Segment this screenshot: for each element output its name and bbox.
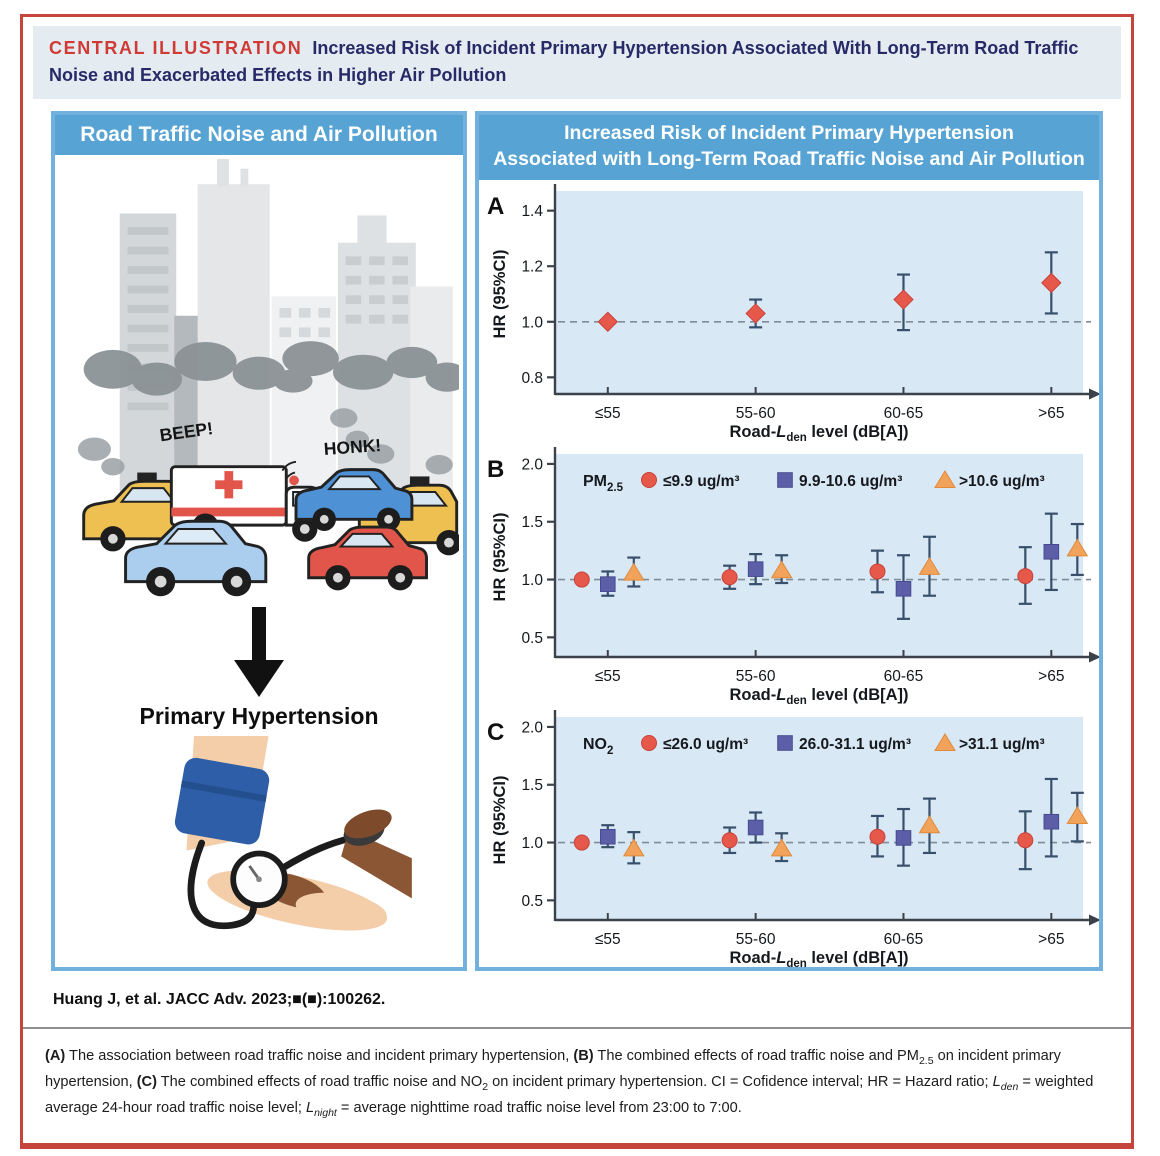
svg-text:1.5: 1.5 <box>521 514 543 531</box>
svg-text:0.5: 0.5 <box>521 629 543 646</box>
lightblue-car <box>124 519 268 597</box>
svg-text:55-60: 55-60 <box>736 668 776 685</box>
chart-B-svg: 0.5 1.0 1.5 2.0 ≤55 55-60 60-65 >65 Road-Lden le… <box>487 435 1099 707</box>
city-skyline <box>119 158 453 506</box>
results-title-line1: Increased Risk of Incident Primary Hyper… <box>564 122 1014 144</box>
svg-text:>10.6 ug/m³: >10.6 ug/m³ <box>959 473 1045 490</box>
y-axis-label: HR (95%CI) <box>491 249 509 338</box>
series-HR <box>597 250 1062 332</box>
svg-text:>65: >65 <box>1038 931 1064 948</box>
blue-car <box>294 468 414 531</box>
city-traffic-illustration: BEEP! HONK! <box>77 158 459 597</box>
figure-title: Increased Risk of Incident Primary Hyper… <box>49 38 1079 85</box>
chart-B: 0.5 1.0 1.5 2.0 ≤55 55-60 60-65 >65 Road-Lden le… <box>483 435 1099 710</box>
svg-text:55-60: 55-60 <box>736 931 776 948</box>
svg-text:≤9.9 ug/m³: ≤9.9 ug/m³ <box>663 473 740 490</box>
y-axis-label: HR (95%CI) <box>491 775 509 864</box>
svg-text:≤26.0 ug/m³: ≤26.0 ug/m³ <box>663 736 748 753</box>
exposure-panel-title: Road Traffic Noise and Air Pollution <box>55 115 463 155</box>
svg-text:>65: >65 <box>1038 668 1064 685</box>
svg-text:≤55: ≤55 <box>595 668 621 685</box>
svg-text:PM2.5: PM2.5 <box>583 473 624 494</box>
smog-clouds <box>83 341 459 396</box>
outcome-label: Primary Hypertension <box>139 703 379 729</box>
svg-text:55-60: 55-60 <box>736 405 776 422</box>
figure-caption: (A) The association between road traffic… <box>23 1027 1131 1143</box>
svg-text:>31.1 ug/m³: >31.1 ug/m³ <box>959 736 1045 753</box>
x-axis-label: Road-Lden level (dB[A]) <box>729 423 908 442</box>
svg-text:60-65: 60-65 <box>884 668 924 685</box>
charts-container: 0.8 1.0 1.2 1.4 ≤55 55-60 60-65 >65 Road-Lden le… <box>479 172 1099 967</box>
exposure-panel-body: BEEP! HONK! <box>55 155 463 950</box>
svg-text:60-65: 60-65 <box>884 405 924 422</box>
panel-letter-C: C <box>487 719 504 746</box>
series->31.1 ug/m³ <box>622 791 1089 865</box>
series-≤9.9 ug/m³ <box>573 545 1034 605</box>
chart-C: 0.5 1.0 1.5 2.0 ≤55 55-60 60-65 >65 Road-Lden le… <box>483 698 1099 967</box>
series-9.9-10.6 ug/m³ <box>600 512 1060 620</box>
svg-text:1.0: 1.0 <box>521 835 543 852</box>
central-illustration-label: CENTRAL ILLUSTRATION <box>49 38 303 58</box>
svg-text:1.0: 1.0 <box>521 314 543 331</box>
svg-text:>65: >65 <box>1038 405 1064 422</box>
x-axis-label: Road-Lden level (dB[A]) <box>729 949 908 970</box>
figure-panels: Road Traffic Noise and Air Pollution <box>51 111 1103 971</box>
svg-text:1.2: 1.2 <box>521 258 543 275</box>
svg-text:1.5: 1.5 <box>521 777 543 794</box>
svg-text:26.0-31.1 ug/m³: 26.0-31.1 ug/m³ <box>799 736 911 753</box>
svg-text:0.5: 0.5 <box>521 892 543 909</box>
figure-header: CENTRAL ILLUSTRATION Increased Risk of In… <box>33 26 1121 99</box>
results-panel: Increased Risk of Incident Primary Hyper… <box>475 111 1103 971</box>
svg-text:0.8: 0.8 <box>521 369 543 386</box>
central-illustration-figure: CENTRAL ILLUSTRATION Increased Risk of In… <box>20 14 1134 1149</box>
chart-A-svg: 0.8 1.0 1.2 1.4 ≤55 55-60 60-65 >65 Road-Lden le… <box>487 172 1099 444</box>
panel-letter-B: B <box>487 456 504 483</box>
svg-text:2.0: 2.0 <box>521 456 543 473</box>
y-axis-label: HR (95%CI) <box>491 512 509 601</box>
chart-C-svg: 0.5 1.0 1.5 2.0 ≤55 55-60 60-65 >65 Road-Lden le… <box>487 698 1099 970</box>
svg-text:1.4: 1.4 <box>521 203 543 220</box>
svg-text:≤55: ≤55 <box>595 931 621 948</box>
svg-text:≤55: ≤55 <box>595 405 621 422</box>
chart-A: 0.8 1.0 1.2 1.4 ≤55 55-60 60-65 >65 Road-Lden le… <box>483 172 1099 447</box>
series->10.6 ug/m³ <box>622 522 1089 597</box>
svg-text:60-65: 60-65 <box>884 931 924 948</box>
legend-B: PM2.5 ≤9.9 ug/m³ 9.9-10.6 ug/m³ >10.6 ug/m³ <box>583 469 1045 494</box>
svg-text:9.9-10.6 ug/m³: 9.9-10.6 ug/m³ <box>799 473 902 490</box>
series-26.0-31.1 ug/m³ <box>600 777 1060 867</box>
red-car <box>307 525 428 591</box>
series-≤26.0 ug/m³ <box>573 809 1034 870</box>
svg-text:2.0: 2.0 <box>521 719 543 736</box>
results-panel-title: Increased Risk of Incident Primary Hyper… <box>479 115 1099 180</box>
blood-pressure-illustration <box>174 736 412 931</box>
down-arrow-icon <box>234 607 284 697</box>
honk-text: HONK! <box>323 435 382 459</box>
svg-text:1.0: 1.0 <box>521 572 543 589</box>
legend-C: NO2 ≤26.0 ug/m³ 26.0-31.1 ug/m³ >31.1 ug/m³ <box>583 732 1045 757</box>
svg-text:NO2: NO2 <box>583 736 613 757</box>
panel-letter-A: A <box>487 193 504 220</box>
x-axis-label: Road-Lden level (dB[A]) <box>729 686 908 705</box>
results-title-line2: Associated with Long-Term Road Traffic N… <box>493 148 1085 171</box>
exposure-panel: Road Traffic Noise and Air Pollution <box>51 111 467 971</box>
bp-cuff <box>174 757 270 845</box>
citation: Huang J, et al. JACC Adv. 2023;■(■):1002… <box>53 991 386 1008</box>
